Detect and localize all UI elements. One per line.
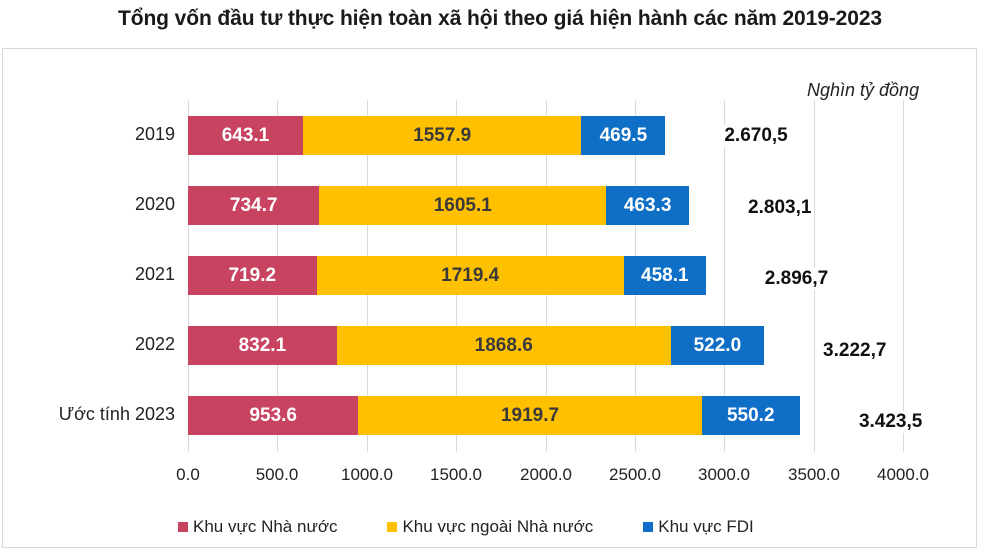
category-label: 2020 [134, 194, 175, 214]
bar-segment: 458.1 [623, 256, 706, 295]
total-label: 2.670,5 [721, 125, 791, 147]
bar-row: 719.2 1719.4 458.1 [188, 256, 706, 295]
bar-segment: 1868.6 [336, 326, 671, 365]
x-tick-label: 4000.0 [877, 465, 929, 484]
x-tick-label: 3500.0 [788, 465, 840, 484]
x-tick-label: 0.0 [176, 465, 200, 484]
total-label: 2.803,1 [745, 196, 815, 219]
category-label: 2022 [134, 334, 175, 354]
legend-label-state: Khu vực Nhà nước [193, 517, 338, 536]
bar-row: 832.1 1868.6 522.0 [188, 326, 765, 365]
x-tick-label: 500.0 [255, 465, 299, 484]
legend-swatch-fdi [643, 522, 654, 532]
total-label: 3.222,7 [820, 339, 890, 362]
x-tick-label: 3000.0 [698, 465, 750, 484]
bar-segment: 1605.1 [319, 186, 607, 225]
category-label: 2019 [134, 124, 175, 144]
bar-row: 953.6 1919.7 550.2 [188, 396, 800, 435]
legend-swatch-non-state [387, 522, 398, 532]
bar-segment: 953.6 [188, 396, 359, 435]
bar-segment: 734.7 [188, 186, 320, 225]
legend-label-fdi: Khu vực FDI [658, 517, 754, 536]
x-tick-label: 2500.0 [609, 465, 661, 484]
chart-title: Tổng vốn đầu tư thực hiện toàn xã hội th… [118, 7, 882, 30]
category-label: Ước tính 2023 [58, 404, 175, 424]
total-label: 3.423,5 [855, 411, 926, 433]
unit-label: Nghìn tỷ đồng [807, 80, 920, 100]
legend-item-state: Khu vực Nhà nước [178, 517, 337, 537]
x-tick-label: 1000.0 [341, 465, 393, 484]
legend: Khu vực Nhà nước Khu vực ngoài Nhà nước … [178, 517, 804, 537]
category-label: 2021 [134, 264, 175, 284]
bar-segment: 469.5 [581, 116, 666, 155]
bar-segment: 522.0 [670, 326, 765, 365]
total-label: 2.896,7 [761, 268, 832, 290]
gridline [724, 100, 725, 452]
x-tick-label: 2000.0 [520, 465, 572, 484]
bar-segment: 719.2 [188, 256, 317, 295]
bar-segment: 1557.9 [302, 116, 582, 155]
bar-row: 643.1 1557.9 469.5 [188, 116, 666, 155]
bar-segment: 643.1 [188, 116, 303, 155]
gridline [903, 100, 904, 452]
legend-item-non-state: Khu vực ngoài Nhà nước [387, 517, 593, 537]
bar-segment: 463.3 [606, 186, 690, 225]
bar-row: 734.7 1605.1 463.3 [188, 186, 690, 225]
legend-item-fdi: Khu vực FDI [643, 517, 754, 537]
bar-segment: 832.1 [188, 326, 337, 365]
legend-label-non-state: Khu vực ngoài Nhà nước [402, 517, 594, 536]
x-tick-label: 1500.0 [430, 465, 482, 484]
legend-swatch-state [178, 522, 188, 532]
bar-segment: 1719.4 [316, 256, 624, 295]
bar-segment: 550.2 [701, 396, 800, 435]
bar-segment: 1919.7 [358, 396, 702, 435]
